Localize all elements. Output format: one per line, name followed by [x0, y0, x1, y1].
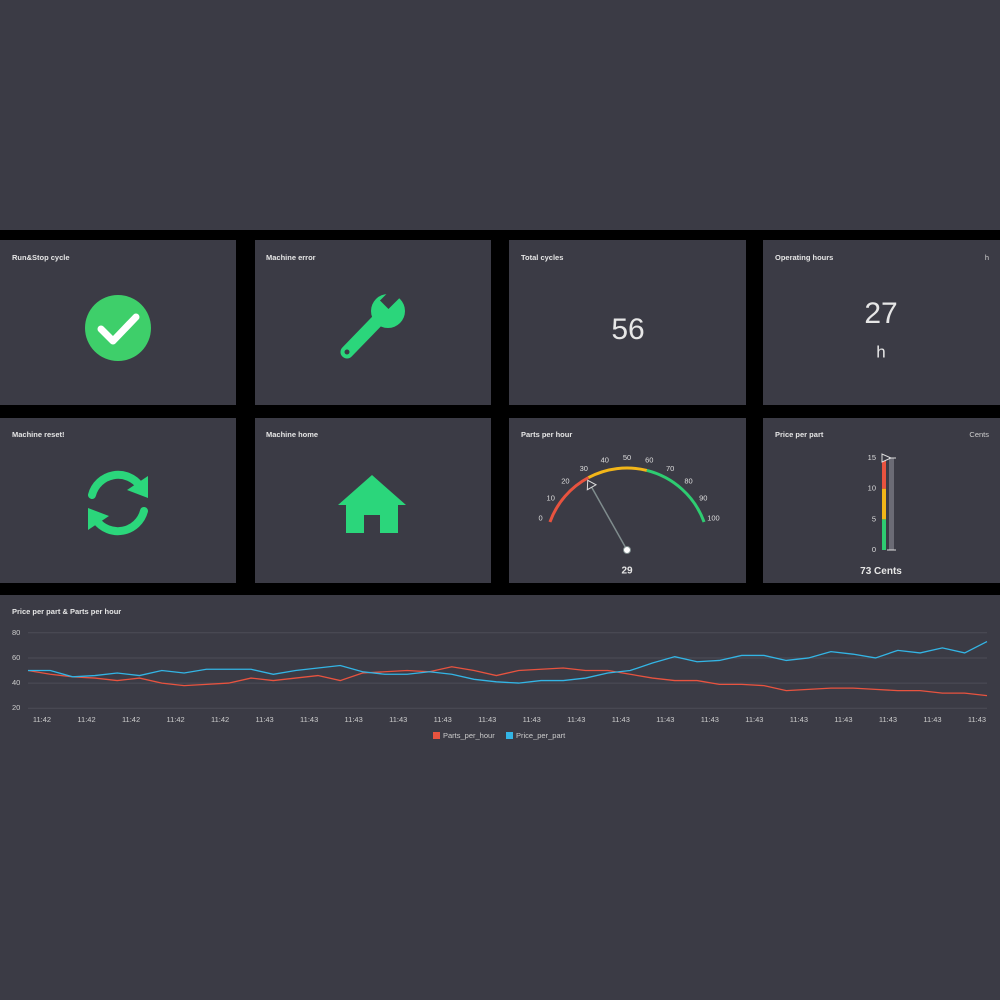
level-track [889, 458, 894, 550]
gauge-hub [623, 546, 631, 554]
x-tick-label: 11:42 [33, 715, 51, 724]
gauge-tick-label: 30 [580, 464, 588, 473]
x-tick-label: 11:43 [345, 715, 363, 724]
x-tick-label: 11:43 [567, 715, 585, 724]
x-tick-label: 11:43 [389, 715, 407, 724]
x-tick-label: 11:42 [211, 715, 229, 724]
level-tick-label: 15 [868, 453, 876, 462]
gauge-tick-label: 70 [666, 464, 674, 473]
tile-title: Parts per hour [521, 430, 572, 439]
y-tick-label: 80 [12, 628, 20, 637]
gauge-pointer [586, 479, 598, 491]
x-tick-label: 11:43 [256, 715, 274, 724]
gauge-band [587, 466, 648, 479]
tile-title: Total cycles [521, 253, 563, 262]
y-tick-label: 40 [12, 678, 20, 687]
home-icon [338, 475, 406, 533]
x-tick-label: 11:43 [434, 715, 452, 724]
x-tick-label: 11:43 [656, 715, 674, 724]
tile [509, 240, 746, 405]
level-tick-label: 5 [872, 514, 876, 523]
gauge-band [548, 476, 590, 523]
tile [763, 240, 1000, 405]
gauge-tick-label: 20 [561, 477, 569, 486]
level-tick-label: 10 [868, 484, 876, 493]
gauge-tick-label: 60 [645, 456, 653, 465]
y-tick-label: 20 [12, 703, 20, 712]
tile-title: Operating hours [775, 253, 833, 262]
gauge-tick-label: 10 [547, 494, 555, 503]
sync-icon [88, 470, 148, 536]
legend-swatch [506, 732, 513, 739]
y-tick-label: 60 [12, 653, 20, 662]
gauge-tick-label: 40 [601, 456, 609, 465]
gauge-tick-label: 0 [538, 514, 542, 523]
x-tick-label: 11:43 [968, 715, 986, 724]
tile [509, 418, 746, 583]
tiles [0, 240, 1000, 583]
stat-value: 27 [864, 297, 897, 330]
tile-unit: h [985, 253, 989, 262]
gauge-tick-label: 80 [684, 477, 692, 486]
tile [763, 418, 1000, 583]
stat-unit: h [876, 342, 885, 361]
level-number: 73 [860, 566, 872, 577]
chart-panel [0, 595, 1000, 760]
gauge-tick-label: 90 [699, 494, 707, 503]
legend-label: Price_per_part [516, 731, 566, 740]
gauge-tick-label: 50 [623, 453, 631, 462]
x-tick-label: 11:43 [478, 715, 496, 724]
x-tick-label: 11:43 [790, 715, 808, 724]
x-tick-label: 11:43 [923, 715, 941, 724]
tile-unit: Cents [969, 430, 989, 439]
level-value: 73 Cents [860, 566, 902, 577]
tile-title: Machine reset! [12, 430, 65, 439]
tile-title: Machine error [266, 253, 316, 262]
legend-swatch [433, 732, 440, 739]
tile-title: Machine home [266, 430, 318, 439]
wrench-icon [340, 284, 405, 359]
tile [0, 418, 236, 583]
level-unit: Cents [874, 566, 902, 577]
chart-title: Price per part & Parts per hour [12, 607, 121, 616]
line-series [28, 641, 988, 684]
x-tick-label: 11:42 [77, 715, 95, 724]
level-pointer [881, 453, 893, 463]
x-tick-label: 11:43 [745, 715, 763, 724]
tile-title: Price per part [775, 430, 824, 439]
tile-title: Run&Stop cycle [12, 253, 70, 262]
check-icon [85, 295, 151, 361]
x-tick-label: 11:43 [834, 715, 852, 724]
line-series [27, 666, 988, 697]
gauge-needle [587, 479, 628, 551]
gauge-band [646, 468, 706, 523]
legend-label: Parts_per_hour [443, 731, 495, 740]
gauge-value: 29 [621, 566, 633, 577]
level-band [882, 458, 886, 489]
x-tick-label: 11:43 [300, 715, 318, 724]
stat-value: 56 [611, 313, 644, 346]
x-tick-label: 11:43 [701, 715, 719, 724]
x-tick-label: 11:43 [523, 715, 541, 724]
x-tick-label: 11:43 [879, 715, 897, 724]
gauge-tick-label: 100 [707, 514, 720, 523]
x-tick-label: 11:42 [166, 715, 184, 724]
level-tick-label: 0 [872, 545, 876, 554]
level-band [882, 519, 886, 550]
level-band [882, 488, 886, 520]
x-tick-label: 11:43 [612, 715, 630, 724]
x-tick-label: 11:42 [122, 715, 140, 724]
